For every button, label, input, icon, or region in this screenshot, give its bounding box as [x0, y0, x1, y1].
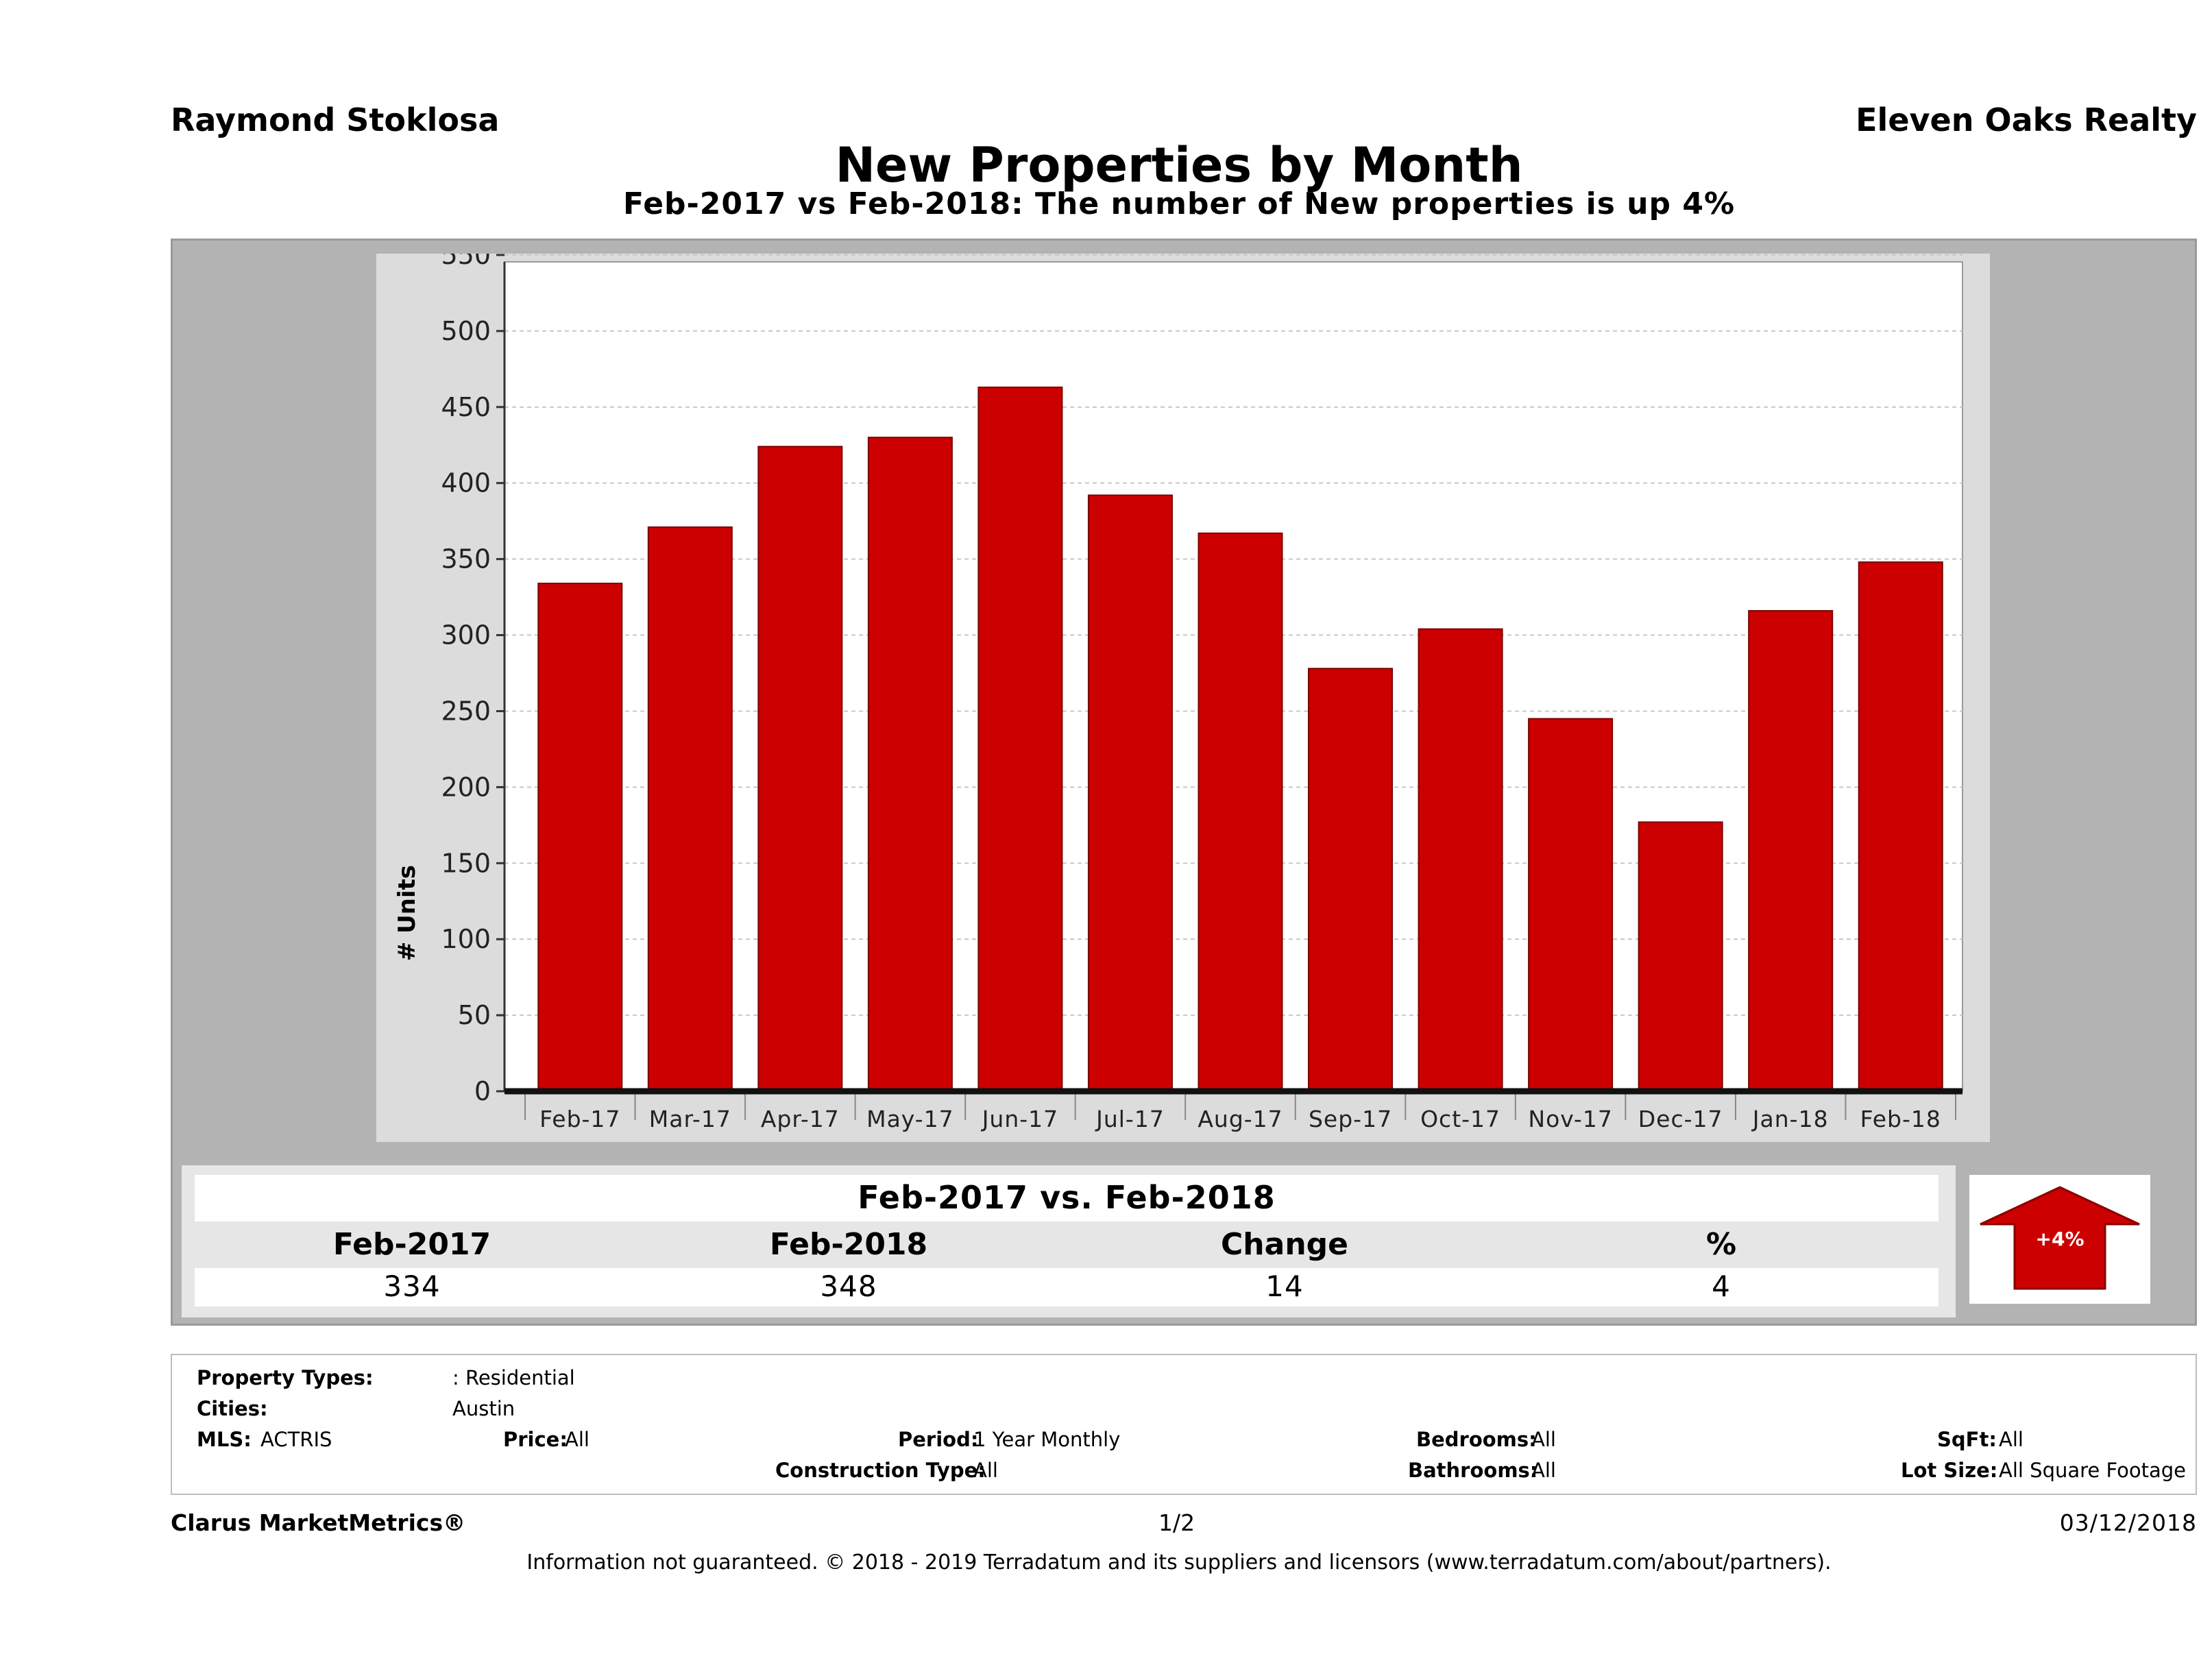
y-tick-label: 150 [441, 848, 491, 878]
brokerage-name: Eleven Oaks Realty [1856, 101, 2197, 138]
x-tick-label: Mar-17 [649, 1106, 731, 1132]
summary-title-bg [195, 1175, 1938, 1221]
chart-title: New Properties by Month [835, 137, 1523, 193]
sqft-label: SqFt: [1937, 1428, 1997, 1451]
y-tick-label: 500 [441, 316, 491, 346]
bathrooms-label: Bathrooms: [1408, 1459, 1538, 1482]
x-tick-label: Oct-17 [1420, 1106, 1500, 1132]
bathrooms-value: All [1531, 1459, 1556, 1482]
y-tick-label: 350 [441, 544, 491, 574]
bar [1528, 718, 1614, 1092]
bar-chart: 0 50 100 150 200 250 300 350 400 450 500 550 Feb-17 M… [393, 254, 1963, 1132]
x-tick-label: Jun-17 [981, 1106, 1058, 1132]
bar [757, 446, 843, 1092]
summary-header-percent: % [1705, 1227, 1737, 1262]
y-tick-label: 0 [474, 1076, 491, 1106]
summary-header-feb2018: Feb-2018 [769, 1227, 928, 1262]
price-label: Price: [503, 1428, 568, 1451]
property-types-label: Property Types: [197, 1366, 374, 1389]
change-badge-box: +4% [1969, 1175, 2150, 1304]
report-date: 03/12/2018 [2059, 1509, 2197, 1536]
x-tick-label: Dec-17 [1638, 1106, 1723, 1132]
page-number: 1/2 [1158, 1509, 1195, 1536]
lot-size-value: All Square Footage [1999, 1459, 2187, 1482]
summary-value-feb2017: 334 [383, 1269, 441, 1303]
y-tick-label: 100 [441, 924, 491, 954]
x-tick-label: Feb-18 [1860, 1106, 1941, 1132]
bar [1198, 532, 1283, 1093]
property-types-value: : Residential [452, 1366, 575, 1389]
summary-header-change: Change [1221, 1227, 1348, 1262]
brand-footer: Clarus MarketMetrics® [171, 1509, 466, 1536]
x-tick-label: Aug-17 [1198, 1106, 1283, 1132]
y-tick-label: 300 [441, 620, 491, 650]
agent-name: Raymond Stoklosa [171, 101, 500, 138]
sqft-value: All [1999, 1428, 2023, 1451]
y-tick-label: 450 [441, 392, 491, 422]
cities-label: Cities: [197, 1397, 268, 1420]
x-tick-label: Jan-18 [1751, 1106, 1829, 1132]
x-tick-label: Sep-17 [1309, 1106, 1392, 1132]
bar [867, 437, 953, 1092]
bedrooms-label: Bedrooms: [1416, 1428, 1537, 1451]
bar [1418, 628, 1503, 1092]
construction-type-value: All [973, 1459, 998, 1482]
summary-header-feb2017: Feb-2017 [332, 1227, 491, 1262]
summary-value-percent: 4 [1712, 1269, 1731, 1303]
summary-value-change: 14 [1265, 1269, 1304, 1303]
x-tick-label: May-17 [866, 1106, 954, 1132]
disclaimer: Information not guaranteed. © 2018 - 201… [526, 1551, 1832, 1574]
bar [1087, 494, 1173, 1092]
bedrooms-value: All [1531, 1428, 1556, 1451]
bar [1638, 821, 1723, 1093]
period-label: Period: [898, 1428, 979, 1451]
construction-type-label: Construction Type: [775, 1459, 986, 1482]
period-value: 1 Year Monthly [973, 1428, 1121, 1451]
x-tick-label: Jul-17 [1095, 1106, 1165, 1132]
mls-value: ACTRIS [260, 1428, 332, 1451]
lot-size-label: Lot Size: [1901, 1459, 1998, 1482]
bar [1308, 668, 1394, 1092]
mls-label: MLS: [197, 1428, 252, 1451]
y-axis-label: # Units [393, 865, 421, 961]
criteria-box [171, 1354, 2197, 1495]
up-arrow-icon: +4% [1980, 1186, 2140, 1290]
summary-value-feb2018: 348 [820, 1269, 877, 1303]
chart-subtitle: Feb-2017 vs Feb-2018: The number of New … [622, 186, 1736, 221]
x-tick-label: Feb-17 [539, 1106, 620, 1132]
x-tick-label: Nov-17 [1528, 1106, 1612, 1132]
y-tick-label: 550 [441, 254, 491, 270]
x-tick-label: Apr-17 [761, 1106, 840, 1132]
price-value: All [565, 1428, 590, 1451]
bar [537, 583, 623, 1092]
y-tick-label: 250 [441, 696, 491, 726]
summary-title: Feb-2017 vs. Feb-2018 [858, 1179, 1276, 1216]
summary-values-bg [195, 1268, 1938, 1306]
bar [1858, 561, 1943, 1092]
y-tick-label: 50 [458, 1000, 491, 1030]
bar [977, 386, 1063, 1092]
y-tick-label: 400 [441, 468, 491, 498]
bar [647, 526, 733, 1092]
change-badge-label: +4% [2036, 1228, 2085, 1250]
bar [1748, 610, 1834, 1092]
y-tick-label: 200 [441, 772, 491, 802]
cities-value: Austin [452, 1397, 515, 1420]
